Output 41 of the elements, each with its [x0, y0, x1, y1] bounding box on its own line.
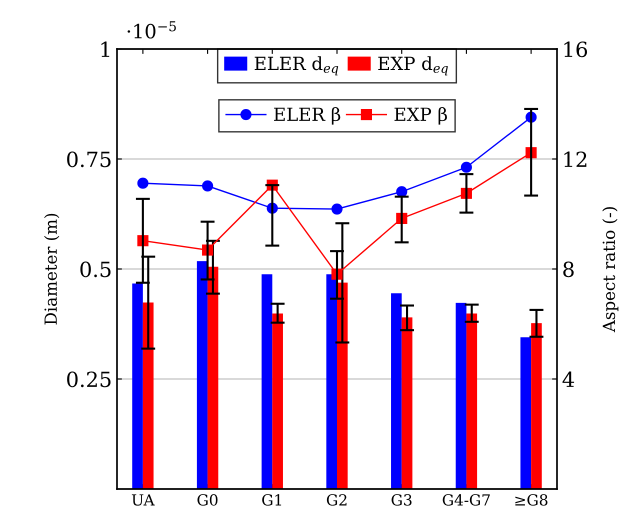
- bar: [272, 313, 283, 489]
- point: [396, 186, 408, 198]
- point: [137, 178, 148, 189]
- y2-tick-label: 12: [564, 151, 586, 167]
- y2-tick-label: 8: [563, 261, 574, 278]
- bar: [142, 302, 154, 489]
- bar: [456, 302, 466, 489]
- bar: [262, 274, 272, 489]
- point: [331, 203, 343, 215]
- legend-label: ELER d$_{eq}$: [254, 56, 338, 76]
- point: [460, 162, 472, 173]
- text: ·10$^{−5}$: [128, 21, 176, 39]
- y2-tick-label: 4: [562, 371, 574, 387]
- legend-label: EXP β: [394, 107, 447, 125]
- y-tick-label: 0.5: [80, 261, 111, 278]
- y2-tick-label: 16: [564, 41, 588, 58]
- point: [202, 180, 214, 192]
- bar: [326, 274, 337, 489]
- bar: [196, 261, 208, 489]
- y-tick-label: 0.25: [67, 371, 111, 388]
- bar: [391, 293, 402, 489]
- legend-label: EXP d$_{eq}$: [378, 56, 448, 76]
- x-tick-label: G2: [326, 494, 346, 506]
- y-tick-label: 0.75: [67, 151, 111, 168]
- bar: [337, 282, 348, 489]
- bar: [520, 337, 532, 489]
- x-tick-label: G3: [392, 494, 412, 506]
- bar: [531, 323, 542, 489]
- x-tick-label: ≥G8: [515, 494, 548, 506]
- x-tick-label: G4-G7: [442, 494, 490, 506]
- bar: [402, 317, 412, 489]
- bar: [132, 284, 143, 489]
- x-tick-label: UA: [132, 494, 155, 506]
- x-tick-label: G0: [197, 494, 218, 506]
- x-tick-label: G1: [262, 494, 282, 506]
- bar: [208, 266, 218, 489]
- legend-label: ELER β: [274, 107, 340, 125]
- bar: [466, 313, 478, 489]
- y-axis-title: Diameter (m): [44, 214, 60, 325]
- y2-axis-title: Aspect ratio (-): [602, 207, 618, 332]
- y-tick-label: 1: [101, 41, 110, 57]
